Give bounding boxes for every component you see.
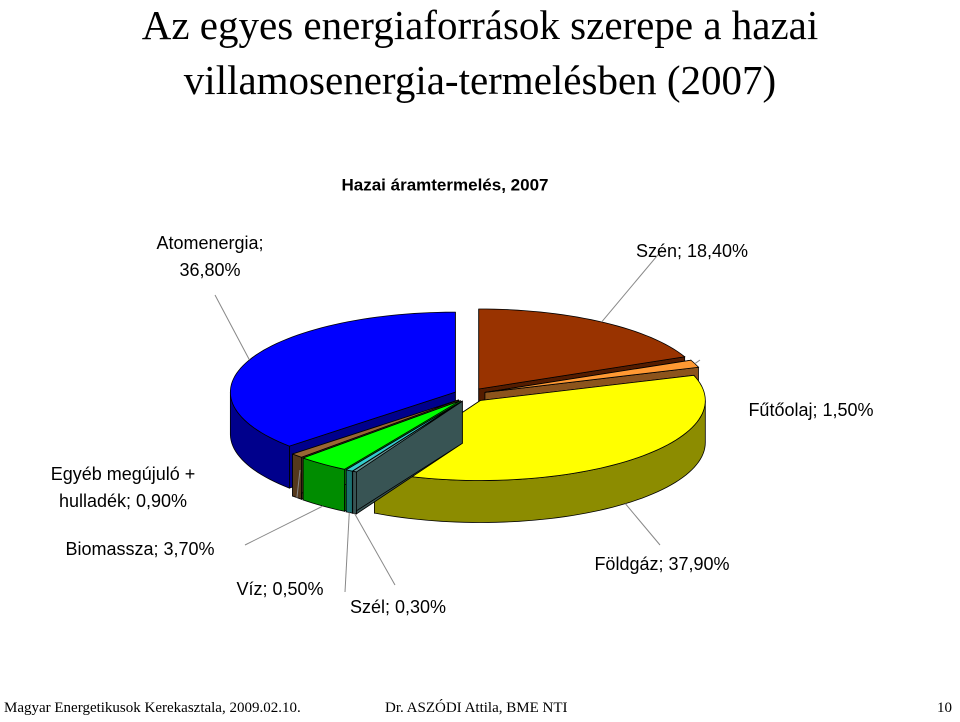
pie-slice <box>351 400 463 515</box>
slice-top <box>229 311 456 447</box>
value-label: 3,70% <box>163 539 215 559</box>
slice-top <box>478 308 686 390</box>
value-label: 37,90% <box>668 554 730 574</box>
data-label: Földgáz; 37,90% <box>552 551 772 578</box>
page-number: 10 <box>937 700 952 716</box>
category-label: Atomenergia; <box>156 233 264 253</box>
slice-top <box>301 400 461 470</box>
slice-top <box>351 400 463 473</box>
leader-line <box>694 359 701 365</box>
leader-line <box>354 513 396 586</box>
category-label: Fűtőolaj; <box>748 400 818 420</box>
data-label: Atomenergia; 36,80% <box>140 230 280 284</box>
data-label: Biomassza; 3,70% <box>25 536 255 563</box>
slice-side <box>345 469 353 514</box>
data-label: Szén; 18,40% <box>542 238 842 265</box>
value-label: 0,90% <box>136 491 188 511</box>
value-label: 0,30% <box>395 597 447 617</box>
value-label: 1,50% <box>822 400 874 420</box>
category-label: Szél; <box>349 597 390 617</box>
slice-side <box>292 453 302 500</box>
leader-line <box>214 294 250 361</box>
category-label: Egyéb megújuló + hulladék; <box>50 464 196 511</box>
category-label: Szén; <box>635 241 682 261</box>
data-label: Fűtőolaj; 1,50% <box>711 397 911 424</box>
slice-side <box>352 470 357 515</box>
chart-title: Hazai áramtermelés, 2007 <box>342 175 549 194</box>
category-label: Biomassza; <box>65 539 159 559</box>
category-label: Víz; <box>236 579 268 599</box>
slide-title: Az egyes energiaforrások szerepe a hazai <box>141 2 819 48</box>
leader-line <box>601 249 663 323</box>
category-label: Földgáz; <box>594 554 664 574</box>
slice-top <box>291 399 459 458</box>
footer-left: Magyar Energetikusok Kerekasztala, 2009.… <box>4 700 301 716</box>
slice-top <box>484 359 700 393</box>
value-label: 0,50% <box>272 579 324 599</box>
data-label: Egyéb megújuló + hulladék; 0,90% <box>33 461 213 515</box>
leader-line <box>296 469 301 498</box>
slide-title: villamosenergia-termelésben (2007) <box>183 57 777 103</box>
slice-top <box>373 374 706 481</box>
data-label: Víz; 0,50% <box>210 576 350 603</box>
value-label: 18,40% <box>686 241 749 261</box>
value-label: 36,80% <box>179 260 241 280</box>
footer-center: Dr. ASZÓDI Attila, BME NTI <box>385 700 568 716</box>
leader-line <box>624 503 661 546</box>
leader-line <box>344 512 350 593</box>
data-label: Szél; 0,30% <box>318 594 478 621</box>
leader-line <box>244 505 324 546</box>
